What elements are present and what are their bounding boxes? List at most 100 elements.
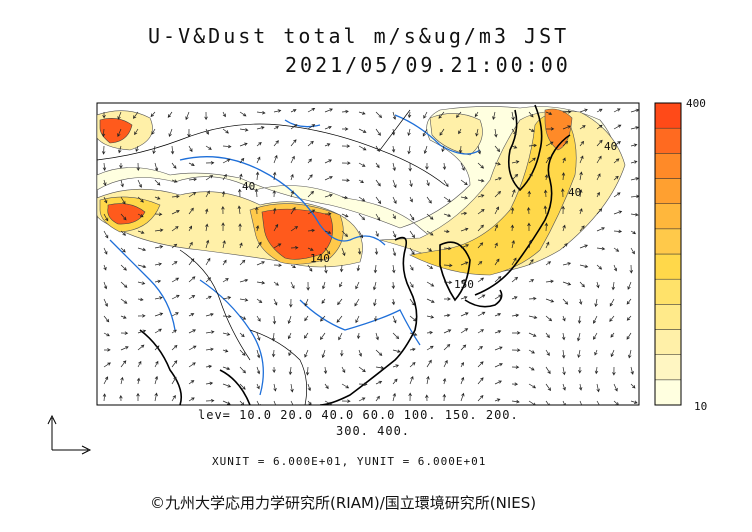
wind-arrow [561, 349, 566, 359]
wind-arrow [392, 315, 397, 324]
wind-arrow [626, 315, 632, 321]
wind-arrow [477, 242, 484, 249]
wind-arrow [341, 161, 351, 165]
wind-arrow [392, 364, 400, 368]
wind-arrow [272, 190, 276, 198]
wind-arrow [151, 128, 156, 135]
wind-arrow [204, 208, 209, 215]
wind-arrow [562, 262, 572, 266]
wind-arrow [596, 400, 602, 405]
wind-arrow [443, 329, 452, 334]
wind-arrow [423, 145, 428, 154]
wind-arrow [358, 397, 366, 402]
wind-arrow [222, 111, 226, 118]
wind-arrow [579, 225, 585, 232]
wind-arrow [154, 262, 163, 266]
wind-arrow [630, 108, 639, 113]
wind-arrow [494, 145, 501, 153]
wind-arrow [287, 315, 292, 324]
wind-arrow [579, 189, 583, 198]
wind-arrow [307, 400, 312, 405]
wind-arrow [307, 140, 314, 147]
wind-arrow [528, 111, 534, 118]
wind-arrow [273, 126, 279, 130]
wind-arrow [576, 332, 581, 342]
wind-arrow [594, 298, 598, 308]
wind-arrow [392, 111, 397, 120]
wind-arrow [545, 111, 553, 116]
wind-arrow [458, 145, 463, 154]
wind-arrow [324, 143, 331, 147]
wind-arrow [321, 349, 326, 359]
wind-arrow [528, 332, 537, 337]
wind-arrow [137, 213, 144, 218]
wind-arrow [407, 145, 411, 155]
wind-arrow [426, 375, 430, 385]
wind-arrow [579, 155, 584, 164]
wind-arrow [511, 296, 518, 300]
wind-arrow [562, 110, 572, 114]
wind-arrow [494, 128, 498, 138]
wind-arrow [426, 298, 435, 303]
dust-field [97, 106, 626, 276]
wind-arrow [392, 392, 397, 402]
wind-arrow [222, 349, 229, 353]
colorbar-swatch [654, 278, 682, 305]
wind-arrow [511, 160, 520, 164]
wind-arrow [577, 315, 582, 324]
wind-arrow [477, 260, 483, 266]
wind-arrow [545, 261, 552, 266]
wind-arrow [154, 296, 163, 300]
wind-arrow [475, 128, 479, 137]
wind-arrow [171, 179, 178, 183]
wind-arrow [271, 349, 276, 358]
wind-arrow [154, 228, 164, 232]
wind-arrow [426, 247, 433, 252]
wind-arrow [341, 195, 349, 200]
wind-arrow [239, 400, 245, 405]
wind-arrow [154, 279, 162, 284]
wind-arrow [256, 298, 263, 304]
wind-arrow [426, 330, 434, 335]
wind-arrow [477, 361, 484, 368]
wind-arrow [239, 173, 243, 181]
wind-arrow [375, 213, 381, 221]
wind-arrow [458, 128, 462, 135]
wind-arrow [561, 188, 565, 198]
wind-arrow [137, 281, 146, 285]
wind-arrow [372, 281, 377, 291]
wind-arrow [358, 128, 367, 133]
wind-arrow [204, 111, 208, 121]
wind-arrow [511, 382, 519, 386]
wind-arrow [290, 206, 296, 215]
wind-arrow [154, 360, 159, 368]
wind-arrow [137, 360, 142, 368]
wind-arrow [239, 383, 246, 390]
wind-arrow [307, 124, 316, 130]
wind-arrow [375, 128, 381, 136]
wind-arrow [562, 281, 572, 286]
wind-arrow [154, 345, 160, 351]
wind-arrow [409, 247, 415, 255]
wind-arrow [154, 245, 164, 249]
colorbar-min-label: 10 [694, 400, 708, 413]
wind-arrow [171, 376, 177, 385]
wind-arrow [562, 243, 568, 249]
wind-arrow [171, 243, 178, 249]
contour-label: 40 [242, 180, 255, 193]
wind-arrow [528, 279, 535, 283]
wind-arrow [288, 366, 293, 376]
wind-arrow [256, 383, 260, 390]
wind-arrow [562, 224, 566, 232]
wind-arrow [578, 366, 582, 374]
wind-arrow [426, 281, 435, 287]
wind-arrow [613, 141, 621, 147]
wind-arrow [460, 162, 465, 171]
wind-arrow [426, 213, 434, 220]
wind-arrow [358, 230, 363, 239]
wind-arrow [626, 298, 632, 305]
colorbar-swatch [654, 354, 682, 381]
wind-arrow [307, 107, 316, 113]
wind-arrow [290, 245, 299, 250]
wind-arrow [307, 247, 314, 251]
